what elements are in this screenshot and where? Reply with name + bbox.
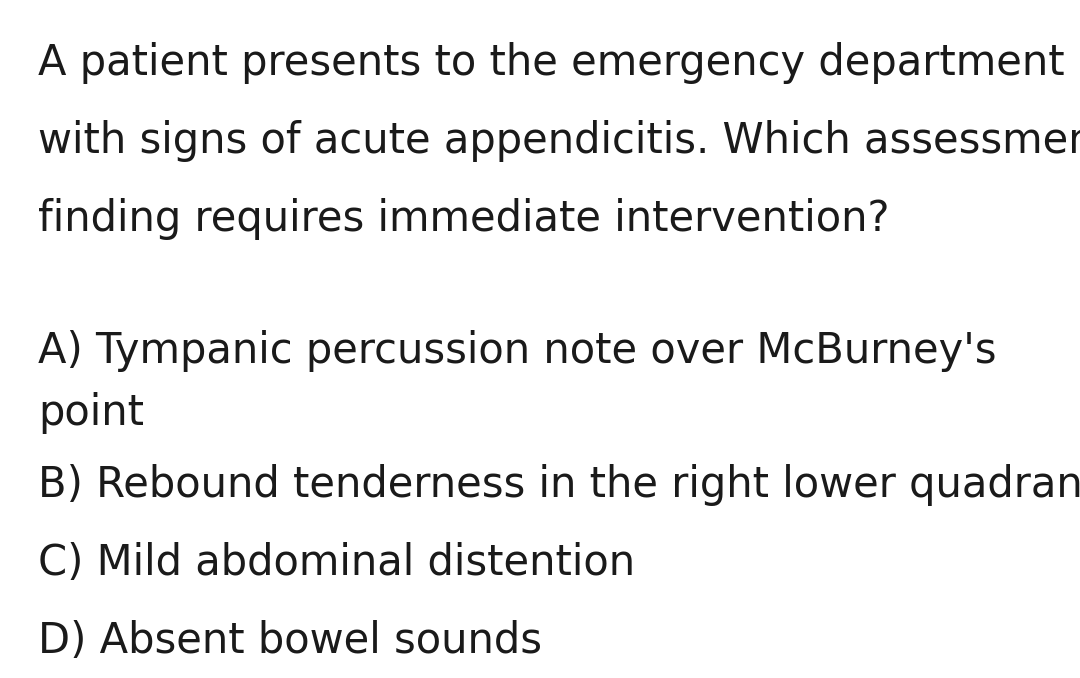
Text: B) Rebound tenderness in the right lower quadrant: B) Rebound tenderness in the right lower…: [38, 464, 1080, 506]
Text: A patient presents to the emergency department: A patient presents to the emergency depa…: [38, 42, 1065, 84]
Text: with signs of acute appendicitis. Which assessment: with signs of acute appendicitis. Which …: [38, 120, 1080, 162]
Text: D) Absent bowel sounds: D) Absent bowel sounds: [38, 620, 542, 662]
Text: finding requires immediate intervention?: finding requires immediate intervention?: [38, 198, 890, 240]
Text: C) Mild abdominal distention: C) Mild abdominal distention: [38, 542, 635, 584]
Text: A) Tympanic percussion note over McBurney's: A) Tympanic percussion note over McBurne…: [38, 330, 997, 372]
Text: point: point: [38, 392, 144, 434]
